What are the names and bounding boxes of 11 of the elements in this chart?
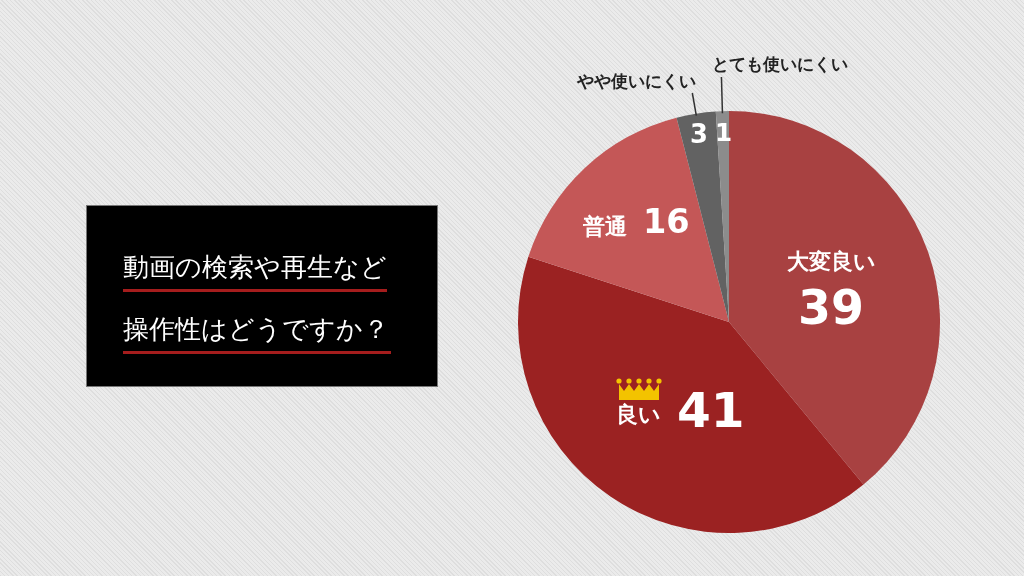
slice-label: 良い	[616, 402, 661, 427]
data-label: 41	[677, 382, 745, 438]
slice-label: 普通	[582, 214, 627, 239]
slice-label: とても使いにくい	[712, 54, 848, 74]
pie-slice	[528, 117, 729, 322]
data-label: 16	[643, 202, 690, 241]
slice-label: やや使いにくい	[576, 71, 696, 91]
chart-title: 動画の検索や再生など操作性はどうですか？	[123, 252, 389, 344]
data-label: 3	[690, 119, 708, 149]
slice-label: 大変良い	[787, 249, 876, 274]
data-label: 39	[798, 280, 864, 335]
